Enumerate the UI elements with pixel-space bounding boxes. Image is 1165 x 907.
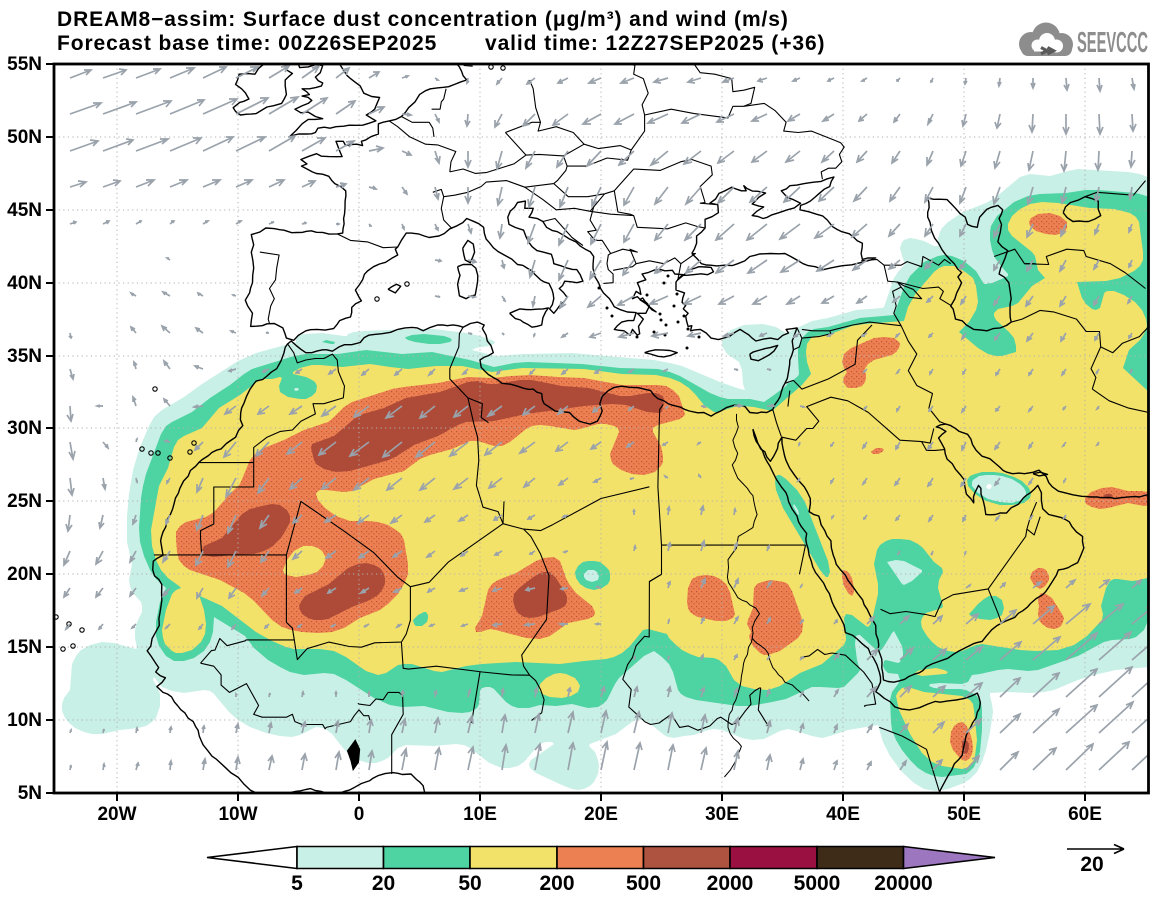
svg-text:valid time: 12Z27SEP2025 (+36): valid time: 12Z27SEP2025 (+36): [485, 32, 825, 55]
svg-text:5: 5: [291, 872, 303, 895]
svg-text:20: 20: [372, 872, 395, 895]
svg-text:30N: 30N: [7, 418, 42, 439]
svg-text:500: 500: [626, 872, 661, 895]
svg-text:0: 0: [354, 804, 365, 825]
svg-text:15N: 15N: [7, 637, 42, 658]
svg-text:20E: 20E: [584, 804, 618, 825]
svg-text:60E: 60E: [1068, 804, 1102, 825]
svg-text:20: 20: [1080, 853, 1103, 876]
svg-text:10E: 10E: [463, 804, 497, 825]
svg-text:200: 200: [539, 872, 574, 895]
svg-text:2000: 2000: [707, 872, 754, 895]
svg-text:55N: 55N: [7, 54, 42, 75]
svg-text:SEEVCCC: SEEVCCC: [1077, 27, 1148, 59]
svg-text:5000: 5000: [794, 872, 841, 895]
svg-text:50E: 50E: [947, 804, 981, 825]
svg-text:25N: 25N: [7, 491, 42, 512]
svg-text:10N: 10N: [7, 710, 42, 731]
svg-text:35N: 35N: [7, 346, 42, 367]
svg-text:50N: 50N: [7, 127, 42, 148]
svg-text:45N: 45N: [7, 200, 42, 221]
svg-text:40E: 40E: [826, 804, 860, 825]
svg-text:30E: 30E: [705, 804, 739, 825]
svg-text:5N: 5N: [18, 783, 42, 804]
svg-text:20W: 20W: [97, 804, 136, 825]
svg-text:Forecast base time: 00Z26SEP20: Forecast base time: 00Z26SEP2025: [57, 32, 437, 55]
svg-text:50: 50: [458, 872, 481, 895]
svg-text:20000: 20000: [874, 872, 932, 895]
svg-text:DREAM8−assim: Surface dust con: DREAM8−assim: Surface dust concentration…: [57, 8, 789, 31]
svg-text:40N: 40N: [7, 273, 42, 294]
svg-text:20N: 20N: [7, 564, 42, 585]
svg-text:10W: 10W: [218, 804, 257, 825]
